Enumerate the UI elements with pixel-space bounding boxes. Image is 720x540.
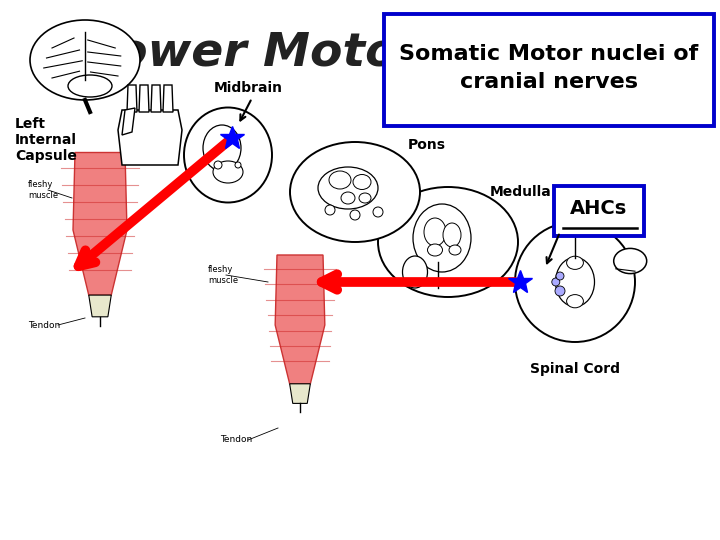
Ellipse shape (449, 245, 461, 255)
Ellipse shape (359, 193, 371, 203)
Polygon shape (289, 384, 310, 403)
Text: Tendon: Tendon (28, 321, 60, 329)
Ellipse shape (424, 218, 446, 246)
Circle shape (515, 222, 635, 342)
Polygon shape (118, 110, 182, 165)
Ellipse shape (402, 256, 428, 288)
Text: fleshy
muscle: fleshy muscle (208, 265, 238, 285)
Circle shape (556, 272, 564, 280)
Ellipse shape (318, 167, 378, 209)
Circle shape (235, 162, 241, 168)
Polygon shape (122, 108, 135, 135)
Polygon shape (163, 85, 173, 112)
Ellipse shape (613, 248, 647, 274)
Ellipse shape (428, 244, 443, 256)
Ellipse shape (203, 125, 241, 171)
Ellipse shape (413, 204, 471, 272)
FancyBboxPatch shape (384, 14, 714, 126)
Ellipse shape (341, 192, 355, 204)
Circle shape (214, 161, 222, 169)
Polygon shape (127, 85, 137, 112)
Ellipse shape (378, 187, 518, 297)
Text: AHCs: AHCs (570, 199, 628, 218)
Text: Left
Internal
Capsule: Left Internal Capsule (15, 117, 77, 163)
Polygon shape (151, 85, 161, 112)
Text: Midbrain: Midbrain (214, 81, 282, 95)
Ellipse shape (567, 295, 583, 308)
Polygon shape (73, 152, 127, 295)
Circle shape (350, 210, 360, 220)
Polygon shape (89, 295, 112, 317)
Text: Spinal Cord: Spinal Cord (530, 362, 620, 376)
Ellipse shape (329, 171, 351, 189)
Circle shape (325, 205, 335, 215)
Text: Medulla: Medulla (490, 185, 552, 199)
Polygon shape (275, 255, 325, 384)
FancyBboxPatch shape (554, 186, 644, 236)
Ellipse shape (290, 142, 420, 242)
Text: Pons: Pons (408, 138, 446, 152)
Text: Lower Motor neurons: Lower Motor neurons (86, 30, 654, 75)
Ellipse shape (353, 174, 371, 190)
Circle shape (555, 286, 565, 296)
Text: fleshy
muscle: fleshy muscle (28, 180, 58, 200)
Ellipse shape (213, 161, 243, 183)
Circle shape (373, 207, 383, 217)
Polygon shape (139, 85, 149, 112)
Ellipse shape (556, 258, 595, 307)
Ellipse shape (567, 256, 583, 269)
Circle shape (552, 278, 560, 286)
Ellipse shape (68, 75, 112, 97)
Text: Tendon: Tendon (220, 435, 252, 444)
Text: Somatic Motor nuclei of
cranial nerves: Somatic Motor nuclei of cranial nerves (400, 44, 698, 92)
Ellipse shape (184, 107, 272, 202)
Ellipse shape (443, 223, 461, 247)
Ellipse shape (30, 20, 140, 100)
